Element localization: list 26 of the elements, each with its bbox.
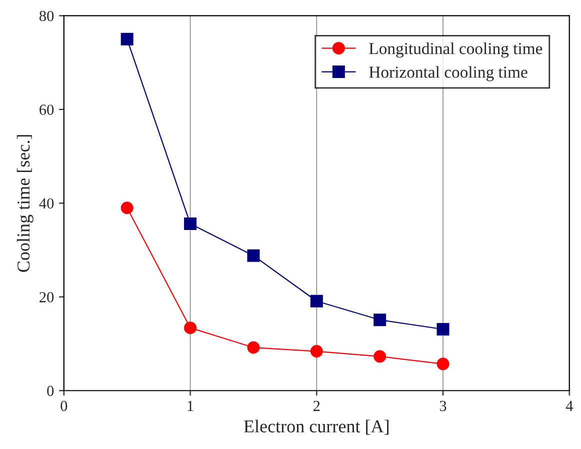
y-tick-label: 0: [47, 386, 54, 396]
point: [184, 218, 197, 230]
point: [120, 202, 134, 214]
y-tick-label: 40: [39, 198, 54, 209]
y-tick-label: 60: [40, 104, 54, 115]
point: [184, 322, 197, 334]
y-tick-label: 20: [40, 292, 54, 302]
point: [120, 32, 134, 46]
y-axis-title: Cooling time [sec.]: [16, 135, 34, 272]
x-tick-label: 4: [566, 400, 573, 411]
legend-label: Longitudinal cooling time: [369, 42, 542, 58]
point: [436, 358, 450, 370]
x-axis-title: Electron current [A]: [244, 420, 388, 435]
point: [374, 350, 386, 363]
y-tick-label: 80: [39, 10, 54, 22]
point: [247, 341, 260, 354]
point: [247, 249, 260, 262]
point: [310, 294, 323, 308]
x-tick-label: 3: [440, 400, 446, 412]
x-tick-label: 1: [188, 400, 194, 411]
point: [436, 322, 450, 336]
legend-label: Horizontal cooling time: [369, 66, 528, 82]
point: [374, 314, 386, 326]
x-tick-label: 2: [313, 400, 320, 411]
x-tick-label: 0: [60, 400, 68, 412]
point: [310, 345, 323, 358]
